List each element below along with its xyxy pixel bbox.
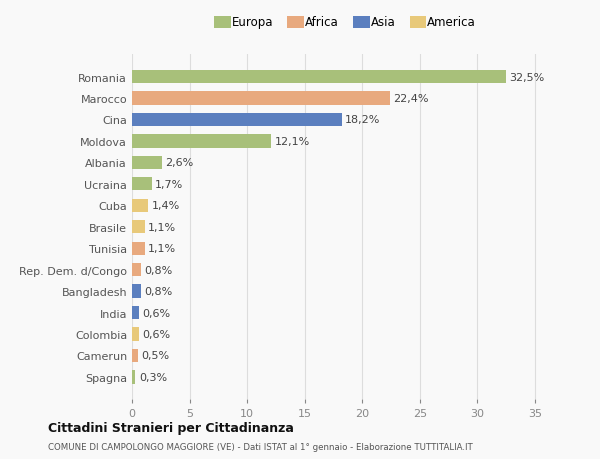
Text: 0,3%: 0,3% xyxy=(139,372,167,382)
Bar xyxy=(132,92,390,106)
Text: 0,6%: 0,6% xyxy=(142,308,170,318)
Text: 0,8%: 0,8% xyxy=(145,286,173,297)
Bar xyxy=(132,370,136,384)
Text: 32,5%: 32,5% xyxy=(509,73,545,82)
Bar xyxy=(132,263,141,277)
Bar xyxy=(132,157,162,170)
Text: 12,1%: 12,1% xyxy=(275,137,310,146)
Bar xyxy=(132,328,139,341)
Text: 1,7%: 1,7% xyxy=(155,179,183,190)
Text: Cittadini Stranieri per Cittadinanza: Cittadini Stranieri per Cittadinanza xyxy=(48,421,294,434)
Text: 1,1%: 1,1% xyxy=(148,244,176,254)
Text: 1,4%: 1,4% xyxy=(152,201,180,211)
Text: 1,1%: 1,1% xyxy=(148,222,176,232)
Text: 2,6%: 2,6% xyxy=(166,158,194,168)
Text: 0,6%: 0,6% xyxy=(142,329,170,339)
Bar xyxy=(132,242,145,255)
Bar xyxy=(132,135,271,148)
Bar xyxy=(132,71,506,84)
Text: 0,5%: 0,5% xyxy=(141,351,169,361)
Bar xyxy=(132,349,138,362)
Bar xyxy=(132,285,141,298)
Bar xyxy=(132,221,145,234)
Text: 18,2%: 18,2% xyxy=(345,115,380,125)
Legend: Europa, Africa, Asia, America: Europa, Africa, Asia, America xyxy=(211,13,479,33)
Text: 22,4%: 22,4% xyxy=(394,94,429,104)
Bar xyxy=(132,113,341,127)
Text: 0,8%: 0,8% xyxy=(145,265,173,275)
Bar xyxy=(132,178,152,191)
Bar xyxy=(132,199,148,213)
Bar xyxy=(132,306,139,319)
Text: COMUNE DI CAMPOLONGO MAGGIORE (VE) - Dati ISTAT al 1° gennaio - Elaborazione TUT: COMUNE DI CAMPOLONGO MAGGIORE (VE) - Dat… xyxy=(48,442,473,451)
